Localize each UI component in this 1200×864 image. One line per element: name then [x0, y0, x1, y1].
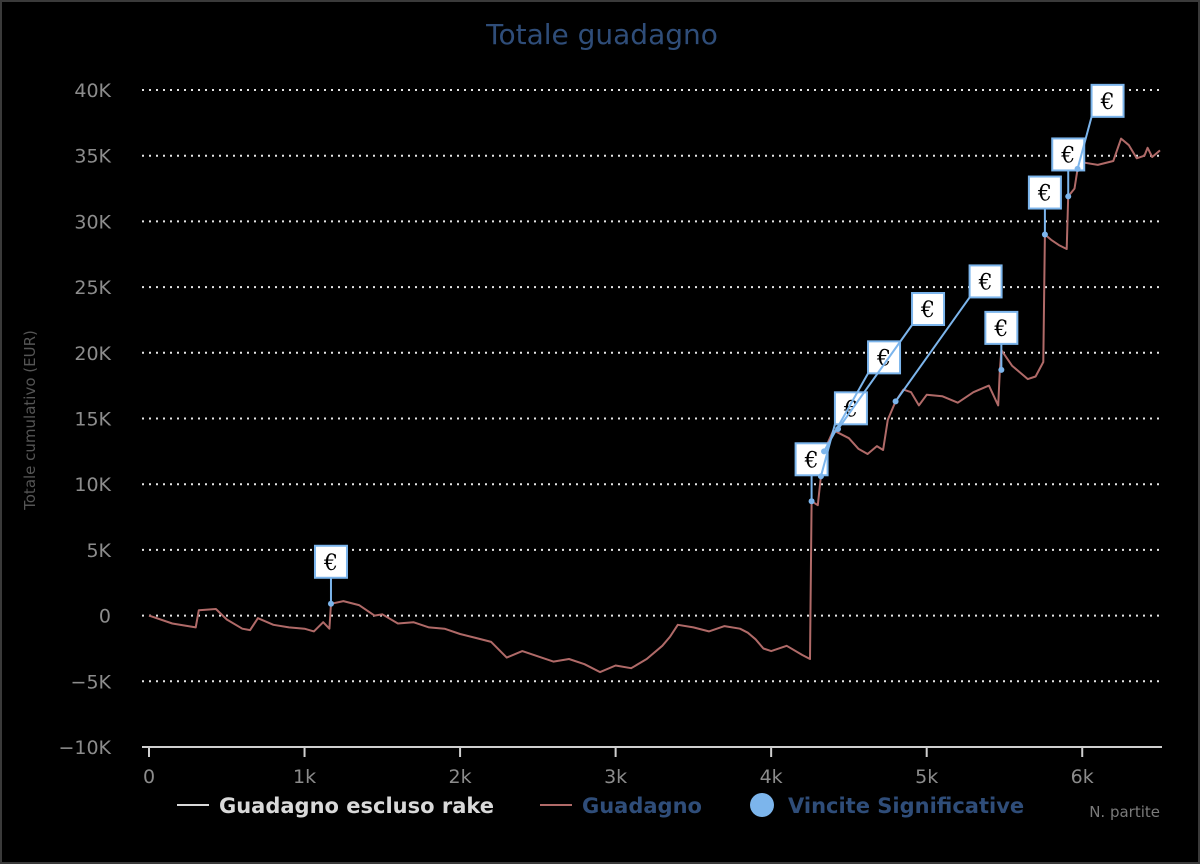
significant-win-point — [1074, 165, 1081, 172]
flag-label: € — [920, 298, 935, 323]
flag-label: € — [1037, 182, 1052, 207]
x-tick-label: 3k — [604, 766, 627, 788]
axis-layer: 40K 35K 30K 25K 20K 15K 10K 5K 0 −5K −10K 0 1k 2k 3k 4k… — [58, 80, 1162, 788]
flag-label: € — [323, 551, 338, 576]
significant-win-point — [1041, 231, 1048, 238]
y-tick-label: 5K — [86, 540, 111, 562]
y-tick-label: 35K — [74, 146, 111, 168]
significant-win-flag — [1027, 175, 1062, 210]
grid-layer — [142, 89, 1162, 683]
y-tick-label: 10K — [74, 474, 111, 496]
flag-connector — [823, 372, 869, 452]
x-tick-label: 5k — [915, 766, 938, 788]
significant-win-flag — [1090, 83, 1125, 118]
flag-label: € — [1100, 90, 1115, 115]
significant-win-point — [327, 600, 334, 607]
flag-label: € — [1060, 143, 1075, 168]
legend-item-label: Guadagno escluso rake — [219, 794, 494, 818]
y-tick-label: 15K — [74, 409, 111, 431]
legend-symbol-2 — [750, 793, 774, 817]
significant-win-point — [1065, 193, 1072, 200]
flag-connector — [1076, 116, 1093, 170]
flag-label: € — [978, 270, 993, 295]
y-tick-label: −10K — [58, 737, 111, 759]
x-tick-label: 4k — [760, 766, 783, 788]
significant-win-point — [817, 473, 824, 480]
legend-item-label: Guadagno — [582, 794, 702, 818]
significant-win-flag — [313, 544, 348, 579]
x-axis-label: N. partite — [1089, 803, 1160, 821]
legend: Guadagno escluso rake Guadagno Vincite Sig… — [177, 793, 1024, 818]
significant-win-point — [808, 498, 815, 505]
flag-connector — [837, 324, 913, 430]
y-tick-label: 20K — [74, 343, 111, 365]
significant-win-flag — [984, 310, 1019, 345]
significant-win-point — [835, 426, 842, 433]
significant-win-flag — [833, 391, 868, 426]
significant-win-flag — [968, 264, 1003, 299]
y-tick-label: −5K — [71, 671, 112, 693]
y-axis-label: Totale cumulativo (EUR) — [21, 330, 39, 511]
flag-label: € — [804, 448, 819, 473]
x-tick-label: 1k — [293, 766, 316, 788]
y-tick-label: 40K — [74, 80, 111, 102]
significant-win-flag — [911, 292, 946, 327]
y-tick-label: 30K — [74, 211, 111, 233]
series-line-guadagno — [148, 137, 1161, 674]
flag-connector — [894, 296, 971, 402]
significant-win-flag — [867, 340, 902, 375]
x-tick-label: 0 — [143, 766, 155, 788]
y-tick-label: 0 — [99, 606, 111, 628]
chart-title: Totale guadagno — [485, 18, 718, 51]
flag-label: € — [876, 346, 891, 371]
x-tick-label: 6k — [1071, 766, 1094, 788]
significant-win-point — [892, 398, 899, 405]
flag-label: € — [993, 317, 1008, 342]
significant-win-point — [821, 448, 828, 455]
flag-connector — [819, 424, 836, 477]
significant-win-point — [998, 366, 1005, 373]
series-layer — [148, 137, 1161, 674]
legend-item-label: Vincite Significative — [788, 794, 1024, 818]
x-tick-label: 2k — [449, 766, 472, 788]
flag-layer: €€€€€€€€€€ — [313, 83, 1125, 607]
y-tick-label: 25K — [74, 277, 111, 299]
